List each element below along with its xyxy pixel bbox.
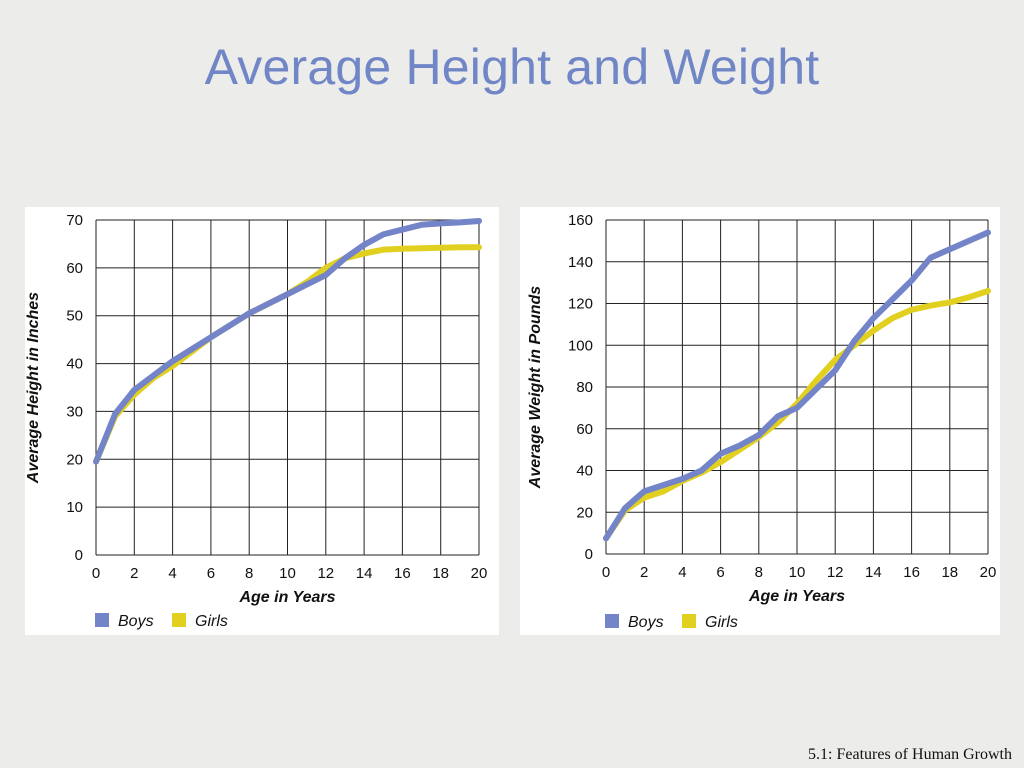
y-tick-label: 20 xyxy=(576,504,593,521)
x-tick-label: 10 xyxy=(789,564,806,581)
x-tick-label: 4 xyxy=(678,564,686,581)
legend-swatch-boys xyxy=(605,614,619,628)
legend-label-girls: Girls xyxy=(195,613,228,630)
x-tick-label: 14 xyxy=(356,565,373,582)
y-tick-label: 0 xyxy=(75,547,83,564)
y-tick-label: 60 xyxy=(66,260,83,277)
y-tick-label: 160 xyxy=(568,212,593,229)
legend-swatch-girls xyxy=(682,614,696,628)
slide-footer: 5.1: Features of Human Growth xyxy=(808,746,1012,763)
legend-label-girls: Girls xyxy=(705,614,738,631)
x-tick-label: 10 xyxy=(279,565,296,582)
x-tick-label: 12 xyxy=(317,565,334,582)
legend-label-boys: Boys xyxy=(118,613,154,630)
x-tick-label: 6 xyxy=(207,565,215,582)
x-tick-label: 4 xyxy=(168,565,176,582)
x-tick-label: 2 xyxy=(130,565,138,582)
x-tick-label: 14 xyxy=(865,564,882,581)
x-tick-label: 18 xyxy=(432,565,449,582)
x-tick-label: 8 xyxy=(755,564,763,581)
grid xyxy=(95,219,480,556)
x-tick-label: 8 xyxy=(245,565,253,582)
y-tick-label: 80 xyxy=(576,379,593,396)
y-tick-label: 30 xyxy=(66,403,83,420)
x-tick-label: 20 xyxy=(980,564,997,581)
x-tick-label: 2 xyxy=(640,564,648,581)
y-tick-label: 120 xyxy=(568,296,593,313)
height-chart: 0 10 20 30 40 50 60 70 0 2 4 6 8 10 12 14 16 18 20 Age in Y… xyxy=(25,212,488,630)
height-chart-panel: 0 10 20 30 40 50 60 70 0 2 4 6 8 10 12 14 16 18 20 Age in Y… xyxy=(25,207,499,635)
series-line-boys xyxy=(603,229,991,542)
x-tick-label: 12 xyxy=(827,564,844,581)
legend-swatch-girls xyxy=(172,613,186,627)
x-tick-label: 20 xyxy=(471,565,488,582)
x-tick-label: 0 xyxy=(92,565,100,582)
y-tick-label: 60 xyxy=(576,421,593,438)
x-axis-label: Age in Years xyxy=(748,588,845,605)
x-tick-label: 6 xyxy=(716,564,724,581)
legend-label-boys: Boys xyxy=(628,614,664,631)
y-tick-label: 20 xyxy=(66,451,83,468)
series-line-boys xyxy=(93,217,482,465)
legend: Boys Girls xyxy=(95,613,228,630)
y-tick-label: 100 xyxy=(568,337,593,354)
x-axis-label: Age in Years xyxy=(238,589,335,606)
y-tick-label: 0 xyxy=(585,546,593,563)
y-tick-label: 70 xyxy=(66,212,83,229)
slide-title: Average Height and Weight xyxy=(204,39,820,95)
y-axis-label: Average Height in Inches xyxy=(25,292,42,484)
grid xyxy=(605,219,989,555)
y-tick-label: 40 xyxy=(576,463,593,480)
legend-swatch-boys xyxy=(95,613,109,627)
y-tick-label: 40 xyxy=(66,356,83,373)
y-tick-label: 10 xyxy=(66,499,83,516)
weight-chart-panel: 0 20 40 60 80 100 120 140 160 0 2 4 6 8 10 12 14 16 18 20 Ag… xyxy=(520,207,1000,635)
x-tick-label: 18 xyxy=(941,564,958,581)
legend: Boys Girls xyxy=(605,614,738,631)
y-axis-label: Average Weight in Pounds xyxy=(527,286,544,490)
x-tick-label: 16 xyxy=(394,565,411,582)
y-tick-label: 50 xyxy=(66,308,83,325)
y-tick-label: 140 xyxy=(568,254,593,271)
x-tick-label: 0 xyxy=(602,564,610,581)
weight-chart: 0 20 40 60 80 100 120 140 160 0 2 4 6 8 10 12 14 16 18 20 Ag… xyxy=(527,212,997,631)
x-tick-label: 16 xyxy=(903,564,920,581)
